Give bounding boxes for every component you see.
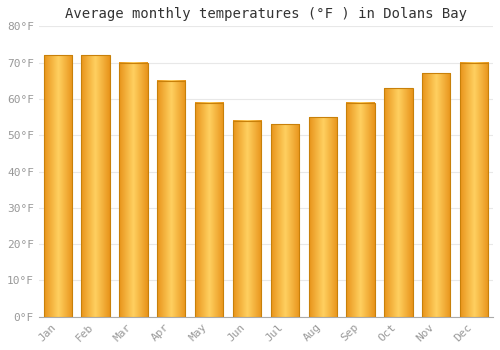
Bar (346, 103, 375, 317)
Bar (195, 103, 224, 317)
Bar (308, 117, 337, 317)
Bar (460, 63, 488, 317)
Bar (270, 124, 299, 317)
Bar (422, 74, 450, 317)
Bar (44, 55, 72, 317)
Bar (233, 121, 261, 317)
Bar (157, 81, 186, 317)
Bar (82, 55, 110, 317)
Bar (119, 63, 148, 317)
Bar (384, 88, 412, 317)
Title: Average monthly temperatures (°F ) in Dolans Bay: Average monthly temperatures (°F ) in Do… (65, 7, 467, 21)
